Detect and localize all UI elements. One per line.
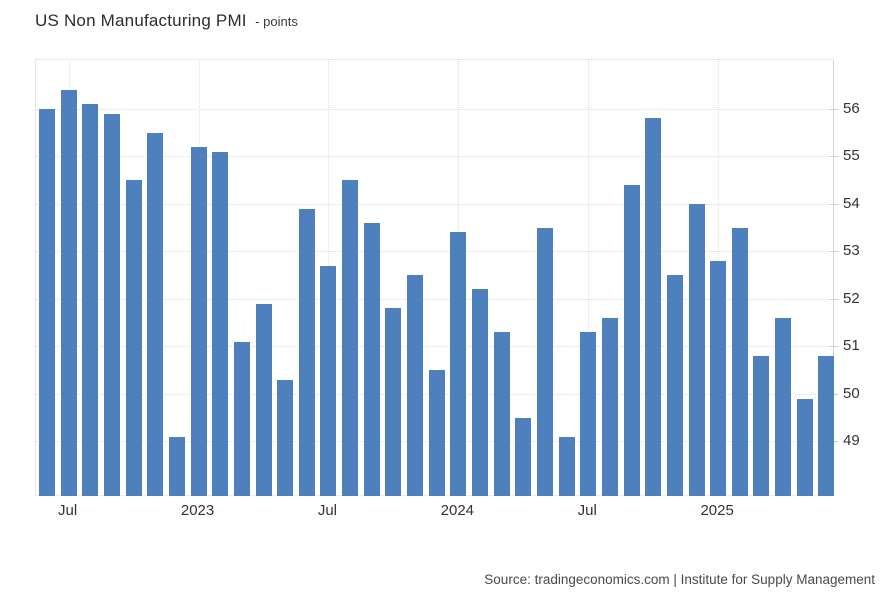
bar-jun-2022[interactable] xyxy=(39,108,55,496)
bar-apr-2023[interactable] xyxy=(255,303,272,496)
horizontal-gridline xyxy=(36,203,834,205)
bar-jan-2023[interactable] xyxy=(190,146,207,496)
y-axis-tick-label: 50 xyxy=(843,384,860,402)
bar-feb-2024[interactable] xyxy=(472,289,488,496)
y-axis-tick xyxy=(830,108,838,110)
bar-sep-2024[interactable] xyxy=(623,184,640,496)
bar-jan-2025[interactable] xyxy=(710,260,727,496)
y-axis-tick-label: 54 xyxy=(843,194,860,212)
horizontal-gridline xyxy=(36,156,834,158)
bar-jul-2022[interactable] xyxy=(60,89,77,496)
bar-oct-2022[interactable] xyxy=(125,180,142,496)
bar-mar-2023[interactable] xyxy=(233,341,250,496)
bar-apr-2025[interactable] xyxy=(775,317,792,496)
source-attribution: Source: tradingeconomics.com | Institute… xyxy=(484,572,875,587)
y-axis-tick-label: 56 xyxy=(843,99,860,117)
x-axis-tick-label: Jul xyxy=(317,502,338,519)
bar-may-2023[interactable] xyxy=(277,379,294,496)
bar-sep-2023[interactable] xyxy=(363,222,380,496)
bar-aug-2024[interactable] xyxy=(601,317,618,496)
bar-mar-2025[interactable] xyxy=(753,355,770,496)
bar-may-2024[interactable] xyxy=(536,227,553,496)
y-axis-tick xyxy=(830,298,838,300)
y-axis-tick-label: 51 xyxy=(843,337,860,355)
bar-dec-2022[interactable] xyxy=(168,436,185,496)
bar-dec-2024[interactable] xyxy=(688,203,705,496)
horizontal-gridline xyxy=(36,251,834,253)
vertical-gridline xyxy=(588,59,590,496)
bar-oct-2023[interactable] xyxy=(385,308,402,496)
bar-jun-2024[interactable] xyxy=(558,436,575,496)
bar-nov-2024[interactable] xyxy=(666,275,683,496)
y-axis-tick xyxy=(830,156,838,158)
y-axis-tick xyxy=(830,251,838,253)
x-axis-tick-label: Jul xyxy=(58,502,78,519)
y-axis-tick xyxy=(830,203,838,205)
plot-area xyxy=(35,59,838,496)
bar-jul-2023[interactable] xyxy=(320,265,337,496)
y-axis-tick xyxy=(830,346,838,348)
x-axis-tick-label: 2023 xyxy=(180,502,215,519)
bar-feb-2023[interactable] xyxy=(212,151,229,496)
bar-dec-2023[interactable] xyxy=(428,370,445,496)
bar-nov-2023[interactable] xyxy=(407,275,424,496)
bar-feb-2025[interactable] xyxy=(731,227,748,496)
y-axis-tick-label: 55 xyxy=(843,147,860,165)
bar-nov-2022[interactable] xyxy=(147,132,164,496)
bar-oct-2024[interactable] xyxy=(645,118,662,496)
horizontal-gridline xyxy=(36,346,834,348)
horizontal-gridline xyxy=(36,108,834,110)
x-axis-tick-label: 2024 xyxy=(440,502,475,519)
horizontal-gridline xyxy=(36,298,834,300)
bar-jul-2024[interactable] xyxy=(580,332,597,496)
bar-may-2025[interactable] xyxy=(796,398,813,496)
chart-header: US Non Manufacturing PMI - points xyxy=(35,11,298,31)
y-axis-tick-label: 49 xyxy=(843,432,860,450)
plot-top-border xyxy=(36,59,834,60)
bar-apr-2024[interactable] xyxy=(515,417,532,496)
bar-aug-2023[interactable] xyxy=(342,180,359,496)
y-axis-tick-label: 52 xyxy=(843,289,860,307)
bar-jan-2024[interactable] xyxy=(450,232,467,496)
y-axis-tick-label: 53 xyxy=(843,242,860,260)
x-axis-tick-label: Jul xyxy=(577,502,597,519)
bar-jun-2023[interactable] xyxy=(298,208,315,496)
bar-mar-2024[interactable] xyxy=(493,332,510,496)
bar-aug-2022[interactable] xyxy=(82,104,99,496)
y-axis-line xyxy=(833,59,834,496)
x-axis-tick-label: 2025 xyxy=(700,502,734,519)
bar-jun-2025[interactable] xyxy=(818,355,835,496)
chart-subtitle: - points xyxy=(255,14,298,29)
chart-title: US Non Manufacturing PMI xyxy=(35,11,247,30)
bar-sep-2022[interactable] xyxy=(103,113,120,496)
